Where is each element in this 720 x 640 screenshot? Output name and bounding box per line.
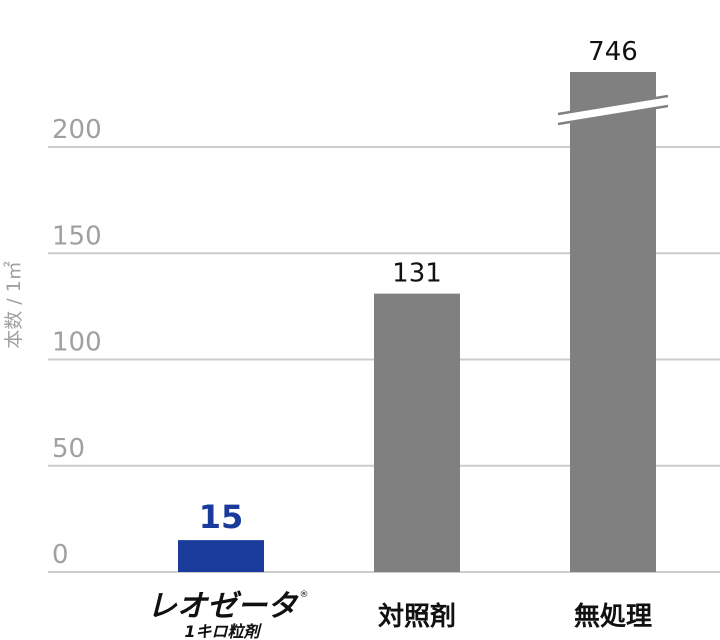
value-labels: 15 131 746 (199, 37, 638, 536)
product-logo: レオゼータ ® 1キロ粒剤 (147, 589, 309, 640)
axis-break (558, 96, 668, 124)
value-label: 131 (392, 259, 442, 289)
value-label: 746 (588, 37, 638, 67)
y-tick-label: 0 (52, 540, 69, 570)
y-tick-label: 150 (52, 221, 102, 251)
axis-break-line (557, 94, 669, 116)
logo-sub-text: 1キロ粒剤 (184, 622, 262, 640)
category-label: 対照剤 (378, 601, 456, 632)
y-axis-ticks: 0 50 100 150 200 (52, 115, 102, 570)
y-tick-label: 50 (52, 434, 85, 464)
y-tick-label: 100 (52, 328, 102, 358)
axis-break-line (557, 104, 669, 126)
logo-registered-mark: ® (300, 590, 309, 600)
y-tick-label: 200 (52, 115, 102, 145)
bar (178, 540, 264, 572)
bars (178, 72, 669, 572)
value-label: 15 (199, 498, 244, 536)
y-axis-label: 本数 / 1㎡ (2, 261, 25, 349)
logo-main-text: レオゼータ (147, 589, 299, 624)
category-label: 無処理 (574, 602, 652, 632)
bar (374, 293, 460, 572)
x-axis-categories: 対照剤 無処理 (378, 601, 652, 632)
bar (570, 72, 656, 572)
